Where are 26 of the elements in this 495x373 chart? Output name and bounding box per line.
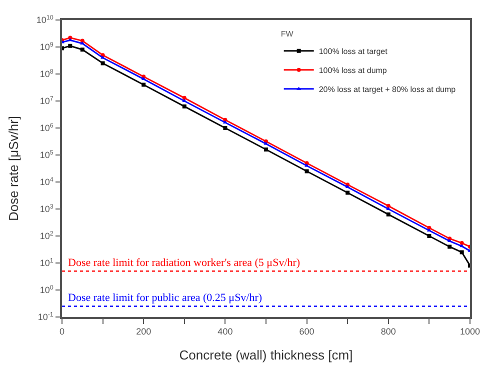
- y-axis-title: Dose rate [μSv/hr]: [6, 116, 21, 222]
- x-tick-label: 400: [218, 326, 233, 337]
- y-tick-label: 10$^{0}$: [40, 284, 54, 296]
- y-tick-label: 10$^{10}$: [36, 14, 54, 26]
- y-tick-label: 10$^{5}$: [40, 149, 54, 160]
- legend-label: 100% loss at target: [318, 46, 388, 56]
- y-tick-label: 10$^{4}$: [40, 176, 54, 188]
- y-tick-label: 10$^{7}$: [40, 95, 54, 106]
- y-tick-label: 10$^{-1}$: [38, 311, 54, 322]
- x-tick-label: 800: [380, 326, 396, 337]
- y-tick-label: 10$^{3}$: [40, 203, 54, 214]
- legend-label: 100% loss at dump: [318, 66, 388, 75]
- y-tick-label: 10$^{8}$: [40, 68, 54, 80]
- y-tick-label: 10$^{1}$: [40, 257, 54, 268]
- ref-line-label: Dose rate limit for public area (0.25 μSv/hr): [68, 292, 262, 304]
- ref-line-label: Dose rate limit for radiation worker's area (5 μSv/hr): [68, 257, 300, 269]
- legend-title: FW: [280, 29, 294, 38]
- x-tick-label: 600: [299, 326, 314, 337]
- y-tick-label: 10$^{2}$: [40, 230, 54, 242]
- legend-label: 20% loss at target + 80% loss at dump: [318, 84, 456, 94]
- x-tick-label: 0: [59, 326, 65, 337]
- x-tick-label: 1000: [460, 326, 480, 337]
- x-tick-label: 200: [136, 326, 152, 337]
- y-tick-label: 10$^{6}$: [40, 122, 54, 134]
- x-axis-title: Concrete (wall) thickness [cm]: [179, 348, 353, 363]
- y-tick-label: 10$^{9}$: [40, 41, 54, 52]
